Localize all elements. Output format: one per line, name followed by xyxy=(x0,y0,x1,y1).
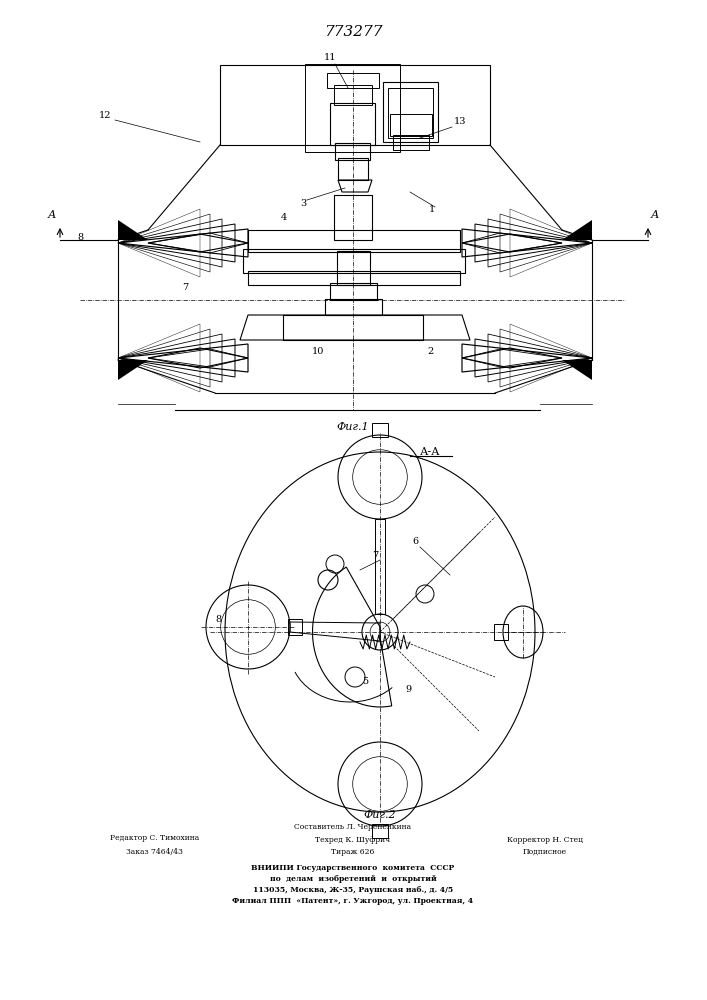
Bar xyxy=(334,195,372,240)
Polygon shape xyxy=(118,220,148,240)
Bar xyxy=(330,283,377,300)
Text: 2: 2 xyxy=(427,348,433,357)
Bar xyxy=(248,230,460,252)
Text: 10: 10 xyxy=(312,348,325,357)
Bar xyxy=(388,88,433,138)
Text: Корректор Н. Стец: Корректор Н. Стец xyxy=(507,836,583,844)
Bar xyxy=(243,249,465,273)
Text: Фиг.1: Фиг.1 xyxy=(337,422,369,432)
Text: 113035, Москва, Ж-35, Раушская наб., д. 4/5: 113035, Москва, Ж-35, Раушская наб., д. … xyxy=(253,886,453,894)
Bar xyxy=(372,824,388,838)
Bar xyxy=(383,82,438,142)
Text: 13: 13 xyxy=(454,117,466,126)
Bar xyxy=(390,114,432,136)
Text: 5: 5 xyxy=(362,678,368,686)
Text: Тираж 626: Тираж 626 xyxy=(332,848,375,856)
Polygon shape xyxy=(562,360,592,380)
Text: 6: 6 xyxy=(412,538,418,546)
Text: по  делам  изобретений  и  открытий: по делам изобретений и открытий xyxy=(269,875,436,883)
Bar xyxy=(334,85,372,105)
Text: 8: 8 xyxy=(215,615,221,624)
Text: Составитель Л. Черепенкина: Составитель Л. Черепенкина xyxy=(294,823,411,831)
Text: 3: 3 xyxy=(300,200,306,209)
Text: 7: 7 xyxy=(372,550,378,560)
Bar xyxy=(327,73,379,88)
Text: Заказ 7464/43: Заказ 7464/43 xyxy=(127,848,184,856)
Text: 773277: 773277 xyxy=(324,25,382,39)
Text: 9: 9 xyxy=(405,686,411,694)
Text: 4: 4 xyxy=(281,214,287,223)
Polygon shape xyxy=(562,220,592,240)
Text: Подписное: Подписное xyxy=(523,848,567,856)
Text: 1: 1 xyxy=(429,206,435,215)
Text: Филиал ППП  «Патент», г. Ужгород, ул. Проектная, 4: Филиал ППП «Патент», г. Ужгород, ул. Про… xyxy=(233,897,474,905)
Bar xyxy=(337,251,370,285)
Text: А: А xyxy=(48,210,56,220)
Bar xyxy=(335,143,370,160)
Text: Редактор С. Тимохина: Редактор С. Тимохина xyxy=(110,834,199,842)
Bar xyxy=(325,299,382,315)
Text: 12: 12 xyxy=(99,110,111,119)
Bar xyxy=(305,64,400,152)
Bar xyxy=(393,135,429,150)
Text: А: А xyxy=(651,210,659,220)
Bar xyxy=(330,103,375,145)
Text: А-А: А-А xyxy=(420,447,440,457)
Polygon shape xyxy=(118,360,148,380)
Text: 8: 8 xyxy=(77,233,83,242)
Bar xyxy=(288,619,302,635)
Bar xyxy=(338,158,368,180)
Text: 7: 7 xyxy=(182,284,188,292)
Bar xyxy=(494,624,508,640)
Bar xyxy=(220,65,490,145)
Text: ВНИИПИ Государственного  комитета  СССР: ВНИИПИ Государственного комитета СССР xyxy=(251,864,455,872)
Text: Фиг.2: Фиг.2 xyxy=(363,810,397,820)
Bar xyxy=(283,315,423,340)
Text: 11: 11 xyxy=(324,53,337,62)
Bar xyxy=(372,423,388,437)
Text: Техред К. Шуфрич: Техред К. Шуфрич xyxy=(315,836,390,844)
Bar xyxy=(248,271,460,285)
